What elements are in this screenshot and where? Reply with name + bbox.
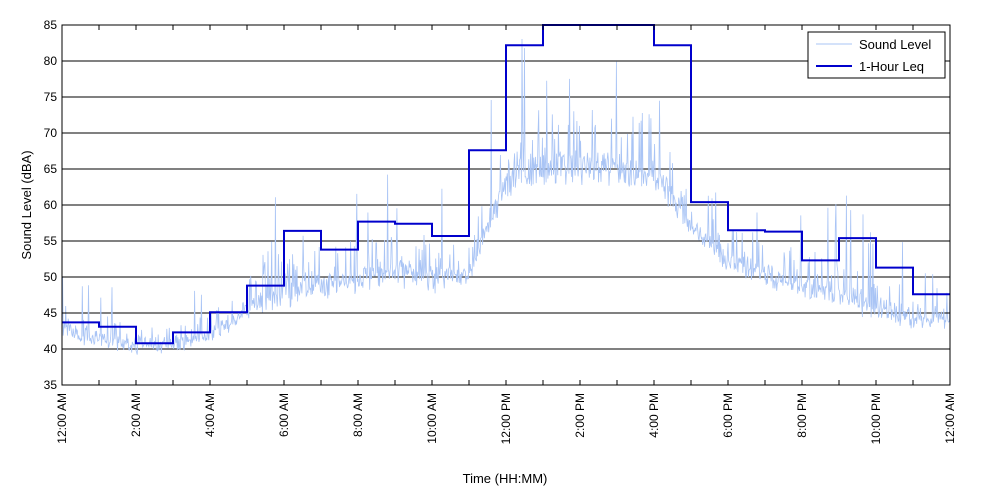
legend-box bbox=[807, 31, 946, 79]
y-tick-label: 55 bbox=[44, 234, 58, 248]
y-tick-label: 40 bbox=[44, 342, 58, 356]
y-axis-title: Sound Level (dBA) bbox=[19, 150, 34, 259]
legend-label-sound-level: Sound Level bbox=[859, 37, 931, 52]
x-tick-label: 4:00 PM bbox=[647, 393, 661, 438]
x-tick-label: 12:00 PM bbox=[499, 393, 513, 444]
x-tick-label: 4:00 AM bbox=[203, 393, 217, 437]
x-tick-label: 10:00 PM bbox=[869, 393, 883, 444]
x-tick-label: 2:00 AM bbox=[129, 393, 143, 437]
y-tick-label: 80 bbox=[44, 54, 58, 68]
y-tick-label: 60 bbox=[44, 198, 58, 212]
x-tick-label: 12:00 AM bbox=[943, 393, 957, 444]
y-tick-label: 75 bbox=[44, 90, 58, 104]
leq-step-line bbox=[62, 24, 950, 345]
x-axis-title: Time (HH:MM) bbox=[463, 471, 548, 486]
x-tick-label: 8:00 PM bbox=[795, 393, 809, 438]
x-tick-label: 10:00 AM bbox=[425, 393, 439, 444]
legend: Sound Level 1-Hour Leq bbox=[807, 31, 946, 79]
x-tick-label: 8:00 AM bbox=[351, 393, 365, 437]
y-tick-label: 65 bbox=[44, 162, 58, 176]
y-tick-label: 70 bbox=[44, 126, 58, 140]
axis-ticks: 35 40 45 50 55 60 65 70 75 80 85 12:00 AM 2:00 AM 4:0… bbox=[44, 18, 957, 444]
leq-series bbox=[62, 24, 950, 345]
x-tick-label: 6:00 PM bbox=[721, 393, 735, 438]
y-tick-label: 85 bbox=[44, 18, 58, 32]
y-tick-label: 50 bbox=[44, 270, 58, 284]
y-tick-label: 45 bbox=[44, 306, 58, 320]
x-tick-label: 12:00 AM bbox=[55, 393, 69, 444]
legend-label-leq: 1-Hour Leq bbox=[859, 59, 924, 74]
y-tick-label: 35 bbox=[44, 378, 58, 392]
x-tick-label: 6:00 AM bbox=[277, 393, 291, 437]
x-tick-label: 2:00 PM bbox=[573, 393, 587, 438]
